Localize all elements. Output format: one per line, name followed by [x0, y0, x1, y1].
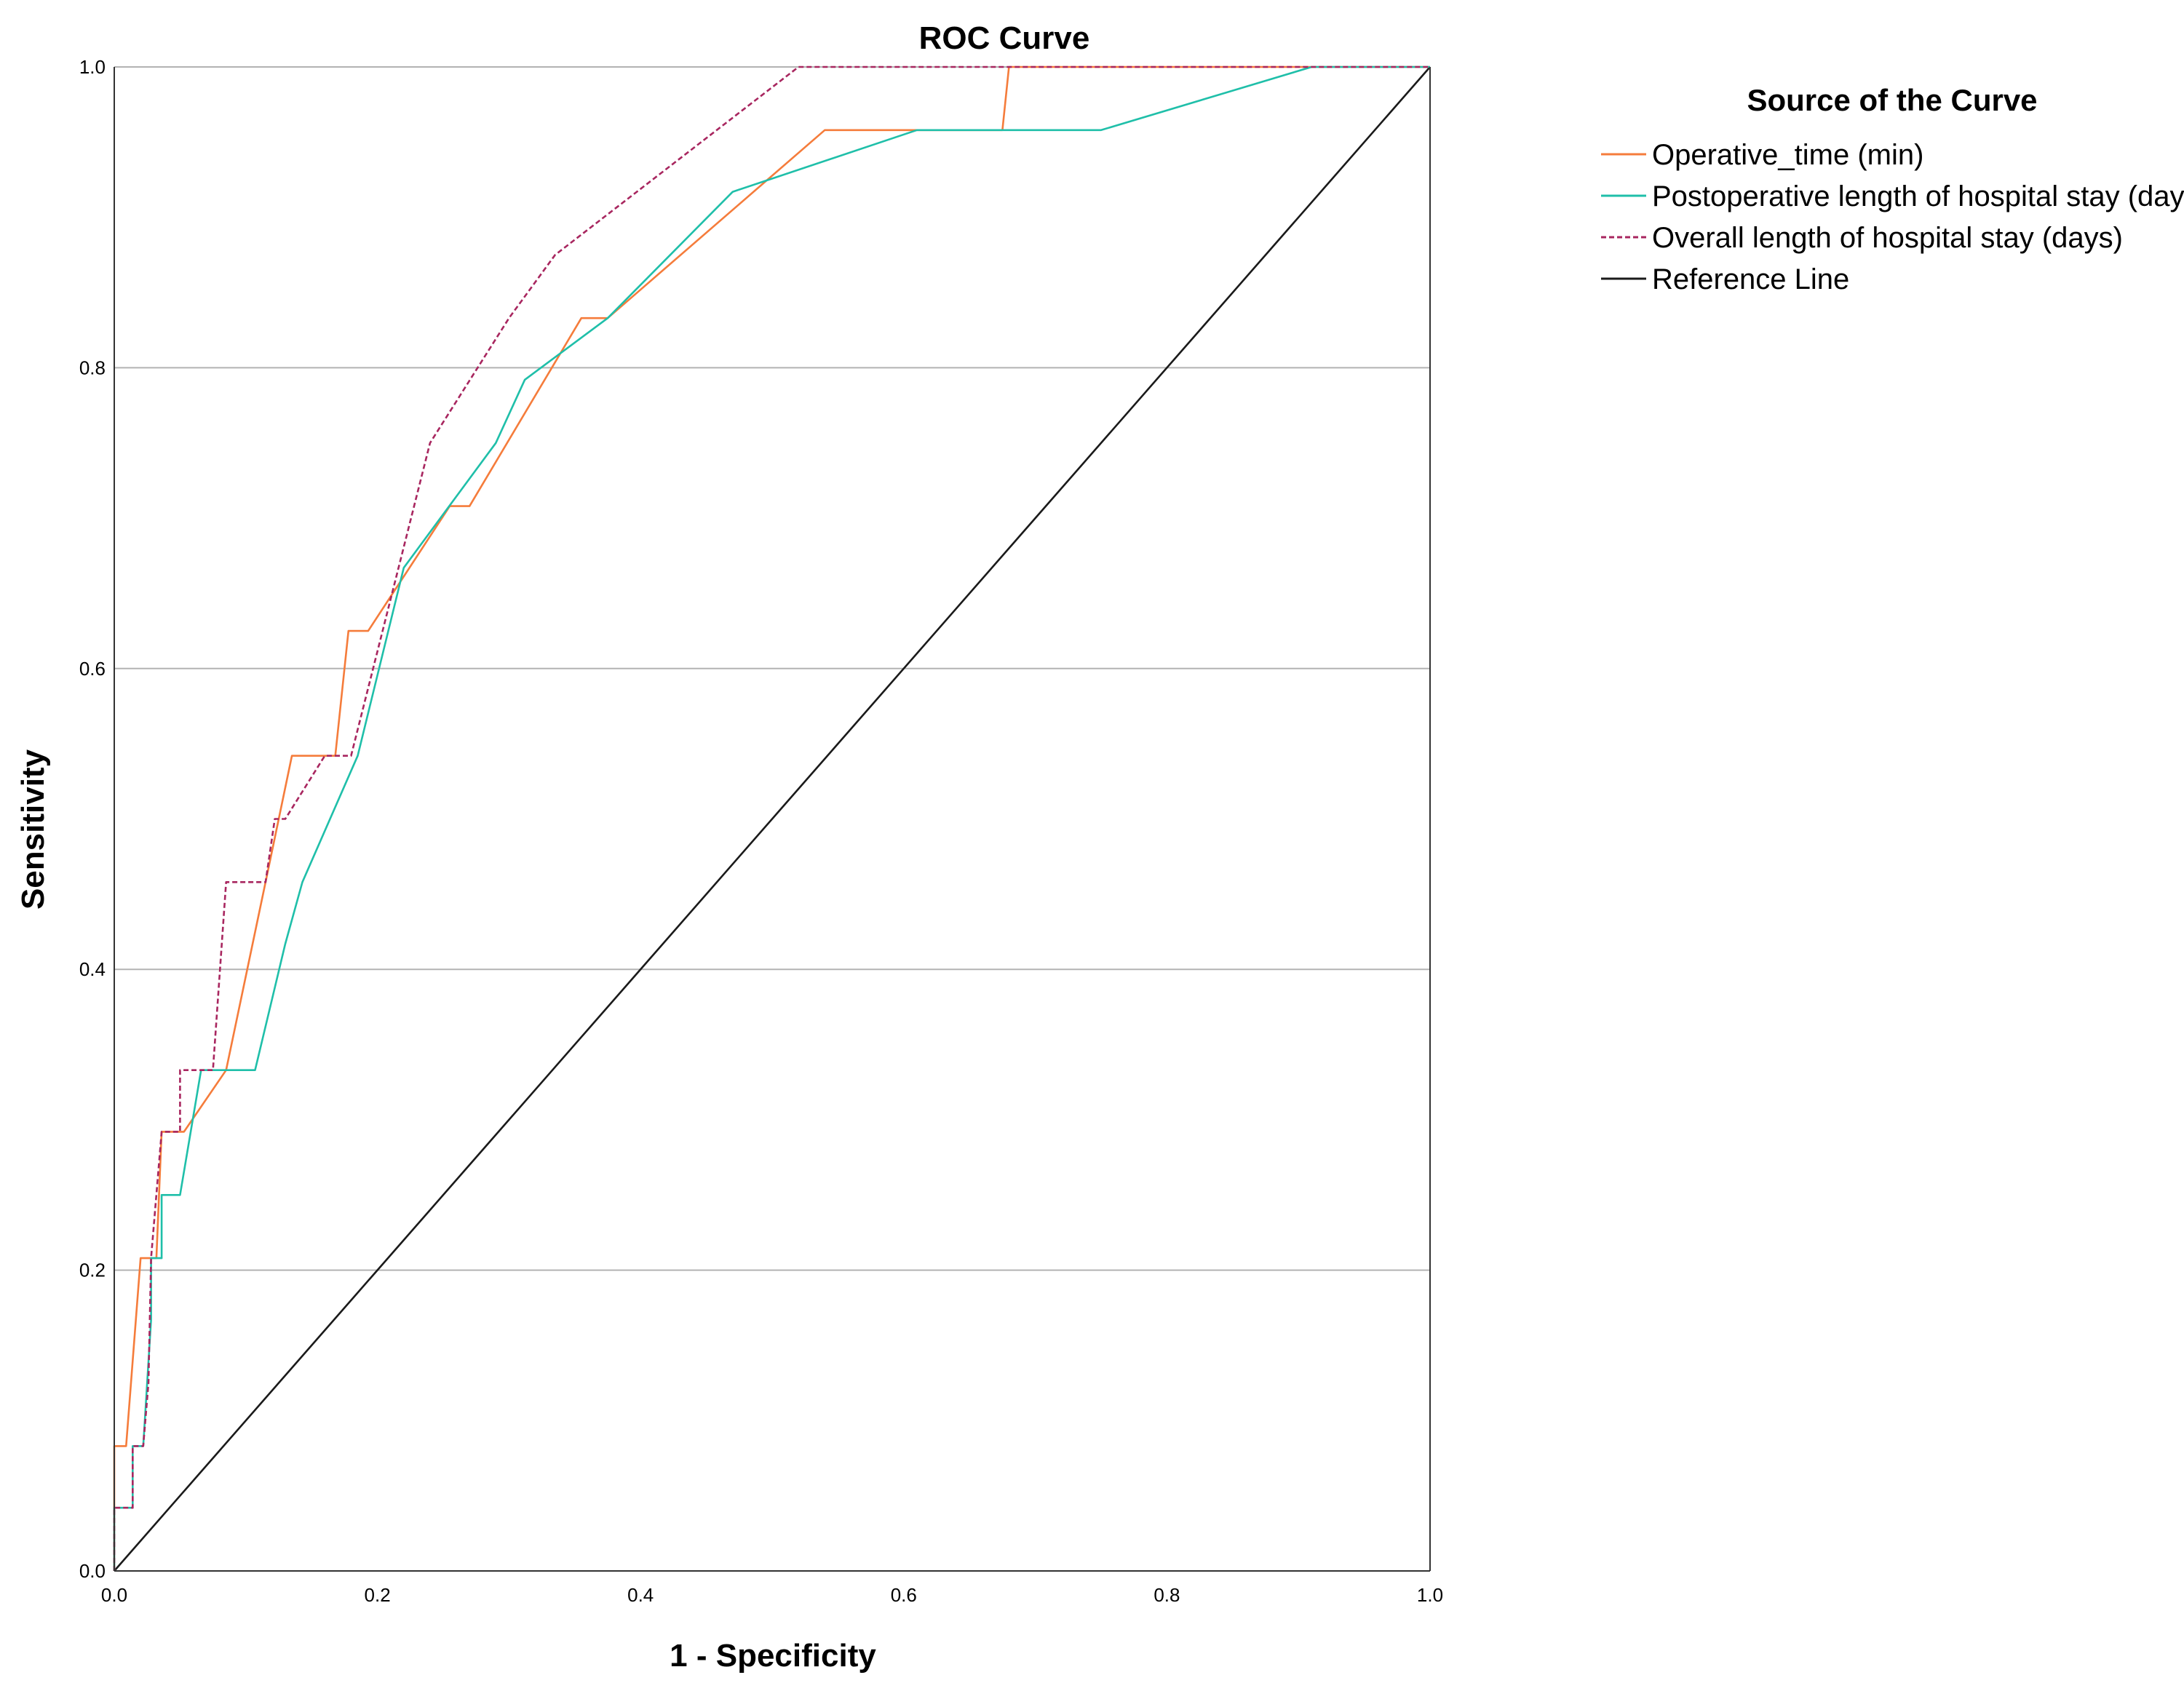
legend-label-3: Reference Line: [1652, 263, 1849, 295]
legend: Source of the Curve Operative_time (min)…: [1601, 83, 2184, 295]
x-tick-label: 0.6: [891, 1584, 917, 1606]
x-tick-label: 0.8: [1153, 1584, 1180, 1606]
y-tick-label: 0.0: [79, 1560, 106, 1582]
legend-title: Source of the Curve: [1747, 83, 2037, 117]
x-tick-label: 0.2: [365, 1584, 391, 1606]
legend-label-2: Overall length of hospital stay (days): [1652, 222, 2123, 254]
series-line-2: [113, 65, 1430, 1571]
grid-lines: [114, 66, 1430, 1271]
y-axis-title: Sensitivity: [15, 749, 51, 910]
y-tick-label: 0.8: [79, 357, 106, 378]
series-line-1: [113, 65, 1430, 1571]
x-tick-label: 0.4: [627, 1584, 654, 1606]
legend-label-0: Operative_time (min): [1652, 139, 1923, 171]
series-line-3: [114, 66, 1431, 1572]
series-lines: [113, 65, 1431, 1572]
tick-labels: 0.0 0.2 0.4 0.6 0.8 1.0 0.0 0.2 0.4 0.6 0.8 1.0: [79, 56, 1443, 1606]
x-tick-label: 0.0: [101, 1584, 127, 1606]
legend-label-1: Postoperative length of hospital stay (d…: [1652, 180, 2184, 212]
y-tick-label: 0.2: [79, 1260, 106, 1281]
y-tick-label: 0.6: [79, 658, 106, 680]
chart-title: ROC Curve: [919, 20, 1090, 56]
x-axis-title: 1 - Specificity: [670, 1638, 876, 1674]
axes: [114, 67, 1431, 1572]
y-tick-label: 1.0: [79, 56, 106, 78]
y-tick-label: 0.4: [79, 958, 106, 980]
x-tick-label: 1.0: [1417, 1584, 1443, 1606]
